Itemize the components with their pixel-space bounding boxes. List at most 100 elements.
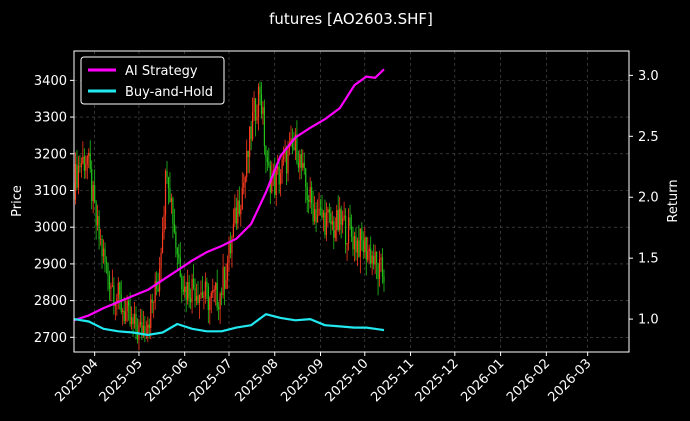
candle-body: [77, 166, 80, 188]
candle-body: [76, 164, 78, 188]
candle-body: [365, 237, 367, 260]
candle-body: [88, 152, 90, 157]
candle-body: [120, 294, 122, 312]
candle-body: [229, 243, 232, 254]
candle-body: [249, 126, 251, 158]
candle-body: [296, 134, 298, 163]
candle-body: [185, 286, 187, 301]
candle-body: [113, 285, 115, 307]
candle-body: [252, 112, 254, 140]
candle-body: [309, 187, 311, 202]
candle-body: [219, 293, 221, 310]
candle-body: [163, 215, 165, 233]
candle-body: [331, 221, 333, 225]
candle-body: [197, 295, 199, 304]
y-axis-label: Price: [10, 185, 25, 217]
candle-body: [151, 299, 153, 303]
candle-body: [164, 171, 167, 216]
candle-body: [135, 313, 137, 331]
candle-body: [278, 166, 280, 185]
candle-body: [344, 215, 347, 245]
candle-body: [206, 281, 208, 287]
candle-body: [114, 303, 116, 307]
candle-body: [201, 292, 204, 298]
candle-body: [378, 259, 381, 279]
candle-body: [85, 164, 87, 171]
candle-body: [176, 247, 178, 255]
candle-body: [83, 156, 85, 171]
candle-body: [225, 279, 227, 289]
candle-body: [268, 161, 270, 166]
candle-body: [275, 170, 277, 195]
candle-body: [111, 285, 113, 287]
candle-body: [133, 313, 136, 325]
candle-body: [316, 215, 319, 223]
candle-body: [280, 173, 282, 185]
candle-body: [188, 282, 190, 299]
candle-body: [380, 257, 382, 260]
candle-body: [148, 324, 150, 328]
candle-body: [330, 212, 332, 225]
candle-body: [370, 248, 372, 264]
candle-body: [207, 286, 209, 311]
candle-body: [157, 288, 159, 292]
candle-body: [130, 317, 133, 325]
candle-body: [260, 94, 263, 115]
candle-body: [102, 248, 105, 257]
candle-body: [178, 254, 180, 258]
legend-label-buy-and-hold: Buy-and-Hold: [125, 85, 213, 100]
candle-body: [284, 150, 286, 157]
legend: AI Strategy Buy-and-Hold: [80, 56, 225, 105]
candle-body: [243, 183, 245, 188]
candle-body: [98, 216, 100, 240]
candle-body: [210, 292, 212, 299]
candle-body: [195, 295, 198, 301]
candle-body: [190, 298, 192, 303]
legend-label-ai-strategy: AI Strategy: [125, 64, 198, 79]
y2-tick-label: 1.5: [638, 252, 659, 267]
candle-body: [367, 251, 369, 260]
candle-body: [246, 151, 248, 177]
y-tick-label: 2800: [34, 294, 67, 309]
candle-body: [383, 276, 385, 283]
candle-body: [325, 212, 328, 235]
candle-body: [89, 152, 91, 169]
candle-body: [362, 240, 364, 252]
candle-body: [306, 186, 308, 201]
candle-body: [371, 255, 373, 264]
candle-body: [293, 147, 295, 150]
candle-body: [290, 138, 292, 143]
candle-body: [108, 275, 111, 289]
candle-body: [315, 209, 317, 223]
candle-body: [105, 262, 108, 264]
candle-body: [271, 176, 273, 193]
y2-axis-label: Return: [666, 179, 681, 222]
candle-body: [337, 210, 339, 231]
candle-body: [138, 324, 140, 340]
candle-body: [241, 187, 243, 209]
candle-body: [303, 162, 305, 169]
candle-body: [312, 203, 314, 222]
candle-body: [144, 325, 146, 336]
y-tick-label: 3000: [34, 221, 67, 236]
candle-body: [223, 266, 226, 289]
candle-body: [80, 163, 82, 168]
candle-body: [240, 208, 242, 215]
candle-body: [213, 289, 215, 291]
candle-body: [364, 237, 366, 252]
candle-body: [232, 223, 235, 238]
candle-body: [346, 243, 348, 245]
candle-body: [262, 107, 264, 115]
candle-body: [159, 268, 161, 292]
candle-body: [107, 262, 109, 276]
candle-body: [285, 150, 288, 174]
y-tick-label: 2700: [34, 331, 67, 346]
candle-body: [277, 166, 279, 171]
candle-body: [308, 200, 310, 202]
candle-body: [318, 208, 320, 216]
candle-body: [116, 298, 118, 304]
y-tick-label: 3100: [34, 184, 67, 199]
legend-box: [80, 56, 225, 105]
candle-body: [170, 198, 173, 202]
